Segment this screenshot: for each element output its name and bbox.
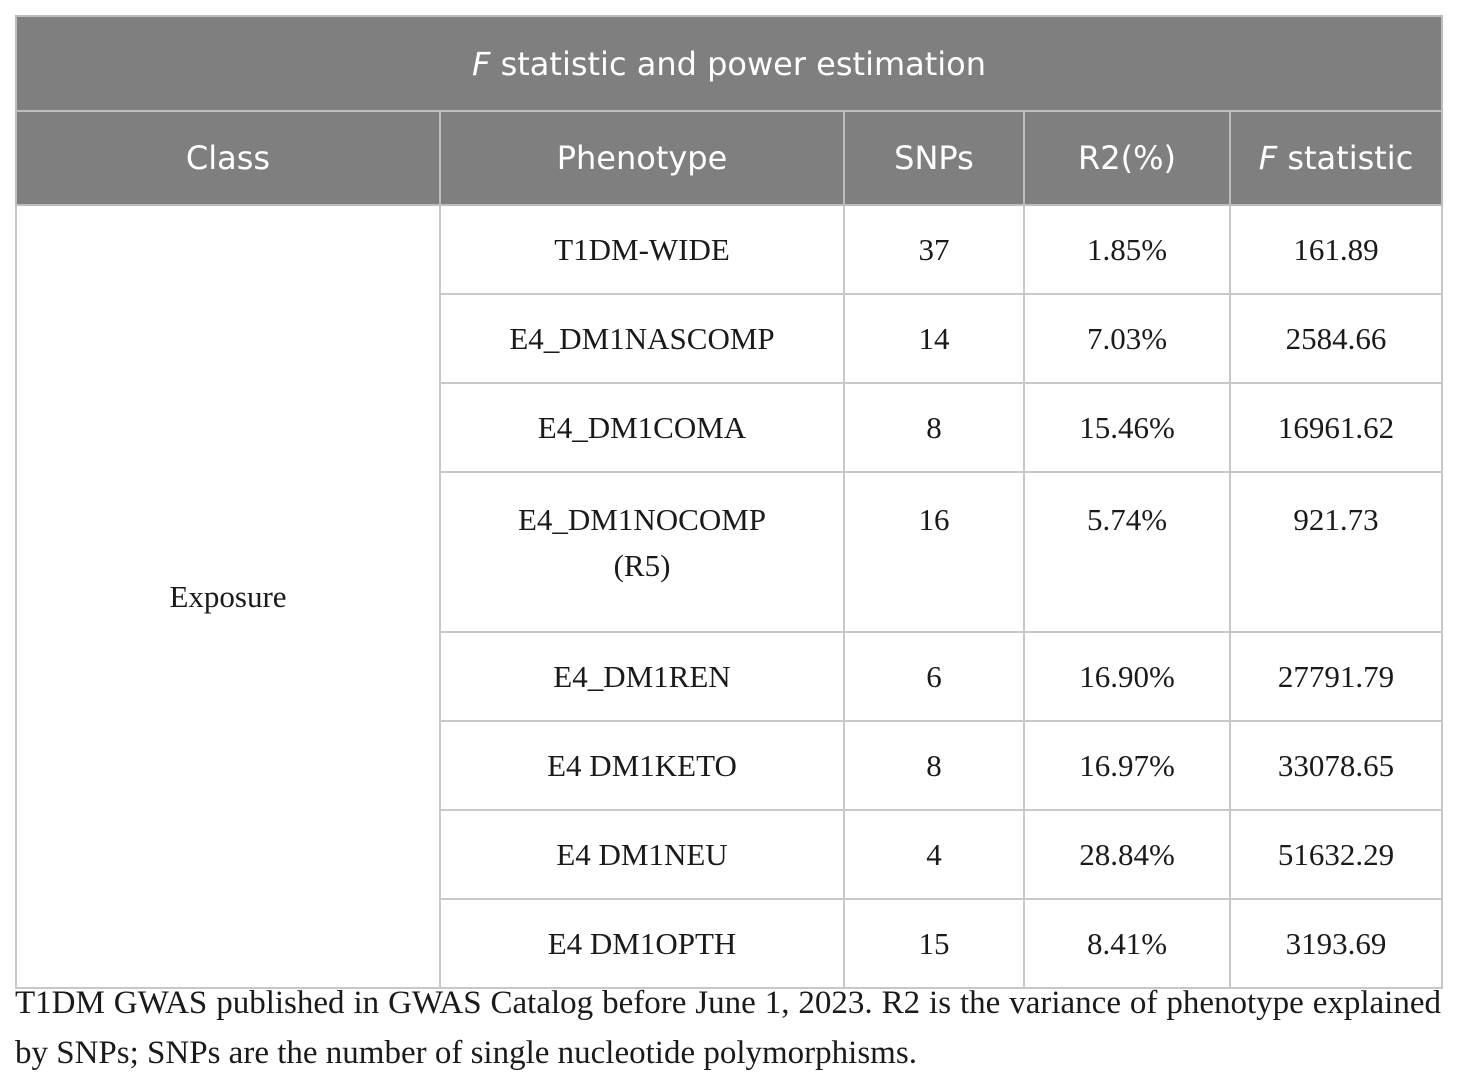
- snps-cell: 37: [843, 204, 1025, 295]
- snps-cell: 16: [843, 471, 1025, 633]
- r2-cell: 15.46%: [1023, 382, 1231, 473]
- f-statistic-cell: 33078.65: [1228, 720, 1444, 811]
- r2-cell: 16.97%: [1023, 720, 1231, 811]
- snps-cell: 8: [843, 720, 1025, 811]
- phenotype-cell: E4 DM1NEU: [439, 809, 845, 900]
- r2-cell: 5.74%: [1023, 471, 1231, 633]
- header-class: Class: [15, 110, 441, 206]
- snps-cell: 14: [843, 293, 1025, 384]
- phenotype-line2: (R5): [613, 548, 671, 583]
- f-statistic-cell: 16961.62: [1228, 382, 1444, 473]
- f-statistic-table: F statistic and power estimation Class P…: [14, 15, 1444, 989]
- title-text: statistic and power estimation: [490, 44, 987, 83]
- header-phenotype: Phenotype: [439, 110, 845, 206]
- phenotype-cell: E4_DM1NOCOMP (R5): [439, 471, 845, 633]
- f-statistic-cell: 161.89: [1228, 204, 1444, 295]
- table-footnote: T1DM GWAS published in GWAS Catalog befo…: [15, 985, 1441, 1071]
- table-row: E4_DM1REN 6 16.90% 27791.79: [16, 631, 1444, 722]
- header-r2: R2(%): [1023, 110, 1231, 206]
- f-statistic-cell: 921.73: [1228, 471, 1444, 633]
- table-row: E4_DM1COMA 8 15.46% 16961.62: [16, 382, 1444, 473]
- phenotype-cell: E4_DM1REN: [439, 631, 845, 722]
- phenotype-line1: E4_DM1NOCOMP: [517, 502, 767, 537]
- table-row: E4 DM1OPTH 15 8.41% 3193.69: [16, 898, 1444, 989]
- header-snps: SNPs: [843, 110, 1025, 206]
- phenotype-cell: E4_DM1COMA: [439, 382, 845, 473]
- header-f-statistic: F statistic: [1228, 110, 1444, 206]
- table-title: F statistic and power estimation: [14, 15, 1444, 112]
- snps-cell: 8: [843, 382, 1025, 473]
- phenotype-cell: T1DM-WIDE: [439, 204, 845, 295]
- table-row: E4 DM1KETO 8 16.97% 33078.65: [16, 720, 1444, 811]
- table-row: E4_DM1NOCOMP (R5) 16 5.74% 921.73: [16, 471, 1444, 633]
- r2-cell: 7.03%: [1023, 293, 1231, 384]
- table-row: E4 DM1NEU 4 28.84% 51632.29: [16, 809, 1444, 900]
- snps-cell: 4: [843, 809, 1025, 900]
- phenotype-cell: E4 DM1KETO: [439, 720, 845, 811]
- f-statistic-cell: 51632.29: [1228, 809, 1444, 900]
- f-statistic-cell: 2584.66: [1228, 293, 1444, 384]
- r2-cell: 28.84%: [1023, 809, 1231, 900]
- r2-cell: 16.90%: [1023, 631, 1231, 722]
- table-container: F statistic and power estimation Class P…: [14, 15, 1444, 989]
- header-f-italic: F: [1258, 139, 1278, 177]
- r2-cell: 1.85%: [1023, 204, 1231, 295]
- snps-cell: 15: [843, 898, 1025, 989]
- r2-cell: 8.41%: [1023, 898, 1231, 989]
- table-row: Exposure T1DM-WIDE 37 1.85% 161.89: [15, 204, 1444, 989]
- phenotype-cell: E4_DM1NASCOMP: [439, 293, 845, 384]
- f-statistic-cell: 27791.79: [1228, 631, 1444, 722]
- header-f-text: statistic: [1277, 139, 1414, 177]
- title-italic-f: F: [471, 44, 491, 83]
- class-cell-exposure: Exposure: [15, 204, 441, 989]
- table-row: E4_DM1NASCOMP 14 7.03% 2584.66: [16, 293, 1444, 384]
- phenotype-cell: E4 DM1OPTH: [439, 898, 845, 989]
- f-statistic-cell: 3193.69: [1228, 898, 1444, 989]
- snps-cell: 6: [843, 631, 1025, 722]
